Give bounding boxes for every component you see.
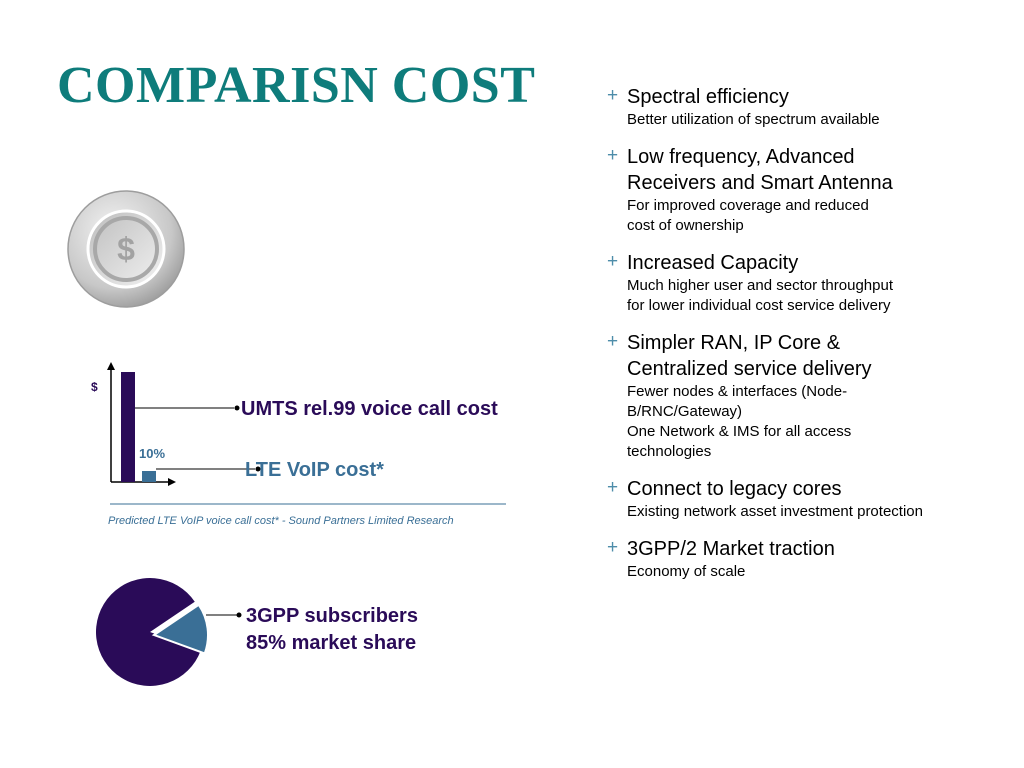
- bullet-detail: Economy of scale: [627, 563, 746, 580]
- cost-bar-chart: $ 10% UMTS rel.99 voice call cost LTE Vo…: [91, 362, 498, 486]
- plus-icon: +: [607, 251, 619, 272]
- chart-footnote: Predicted LTE VoIP voice call cost* - So…: [108, 515, 454, 527]
- bar-umts: [121, 372, 135, 482]
- bullet-heading: Connect to legacy cores: [627, 478, 842, 500]
- bullet-detail: for lower individual cost service delive…: [627, 297, 891, 314]
- bar-data-label: 10%: [139, 446, 165, 461]
- plus-icon: +: [607, 85, 619, 106]
- y-axis-label: $: [91, 380, 98, 394]
- bullet-detail: For improved coverage and reduced: [627, 197, 869, 214]
- plus-icon: +: [607, 537, 619, 558]
- bar-lte: [142, 471, 156, 482]
- bullet-item: + Spectral efficiency Better utilization o…: [607, 84, 1012, 130]
- pie-label-line1: 3GPP subscribers: [246, 605, 418, 627]
- bullet-detail: Existing network asset investment protec…: [627, 503, 923, 520]
- bullet-heading: 3GPP/2 Market traction: [627, 538, 835, 560]
- pie-slice-other: [151, 603, 209, 655]
- benefits-list: + Spectral efficiency Better utilization o…: [607, 84, 1012, 596]
- bullet-heading: Receivers and Smart Antenna: [627, 172, 893, 194]
- page-title: COMPARISN COST: [57, 57, 536, 114]
- plus-icon: +: [607, 145, 619, 166]
- bullet-heading: Simpler RAN, IP Core &: [627, 332, 841, 354]
- bullet-detail: B/RNC/Gateway): [627, 403, 743, 420]
- plus-icon: +: [607, 331, 619, 352]
- umts-cost-label: UMTS rel.99 voice call cost: [241, 398, 498, 420]
- bullet-heading: Low frequency, Advanced: [627, 146, 855, 168]
- pie-slice-3gpp: [95, 578, 201, 686]
- bullet-heading: Increased Capacity: [627, 252, 799, 274]
- market-share-pie-chart: 3GPP subscribers 85% market share: [95, 578, 418, 686]
- bullet-detail: technologies: [627, 443, 712, 460]
- coin-symbol: $: [117, 231, 135, 267]
- bullet-item: + Increased Capacity Much higher user and …: [607, 250, 1012, 316]
- x-axis-arrow: [168, 478, 176, 486]
- dollar-coin-icon: $: [67, 190, 185, 308]
- bullet-item: + Simpler RAN, IP Core & Centralized servi…: [607, 330, 1012, 462]
- bullet-heading: Centralized service delivery: [627, 358, 872, 380]
- bullet-detail: Fewer nodes & interfaces (Node-: [627, 383, 848, 400]
- pie-label-line2: 85% market share: [246, 632, 416, 654]
- chart-separator: [110, 503, 506, 505]
- lte-cost-label: LTE VoIP cost*: [245, 459, 384, 481]
- bullet-heading: Spectral efficiency: [627, 86, 789, 108]
- bullet-item: +3GPP/2 Market traction Economy of scale: [607, 536, 1012, 582]
- bullet-item: + Low frequency, Advanced Receivers and Sm…: [607, 144, 1012, 236]
- pie-leader-dot: [236, 612, 242, 618]
- y-axis-arrow: [107, 362, 115, 370]
- bullet-detail: One Network & IMS for all access: [627, 423, 852, 440]
- umts-leader-dot: [234, 405, 240, 411]
- bullet-item: + Connect to legacy cores Existing network…: [607, 476, 1012, 522]
- plus-icon: +: [607, 477, 619, 498]
- bullet-detail: Better utilization of spectrum available: [627, 111, 880, 128]
- bullet-detail: Much higher user and sector throughput: [627, 277, 893, 294]
- lte-leader-dot: [255, 466, 261, 472]
- bullet-detail: cost of ownership: [627, 217, 744, 234]
